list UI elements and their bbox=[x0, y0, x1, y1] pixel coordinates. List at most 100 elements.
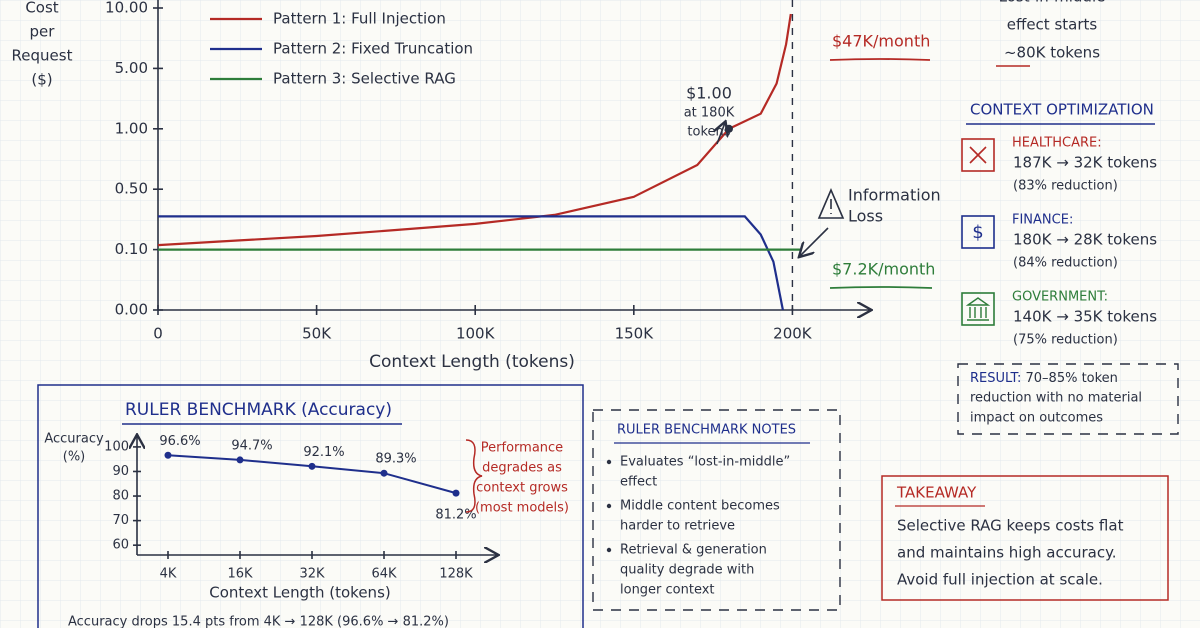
note: context grows bbox=[476, 481, 568, 496]
y-axis-label: per bbox=[30, 23, 56, 41]
item-name: GOVERNMENT: bbox=[1012, 290, 1108, 305]
info-loss-arrow bbox=[800, 227, 829, 256]
y-tick-label: 0.00 bbox=[115, 301, 148, 319]
takeaway-text: Avoid full injection at scale. bbox=[897, 571, 1103, 589]
annotation-underline bbox=[829, 58, 931, 61]
result-line: impact on outcomes bbox=[970, 411, 1103, 426]
highlight-label: at 180K bbox=[684, 106, 735, 121]
y-axis-label: Request bbox=[12, 47, 73, 65]
point bbox=[308, 462, 316, 470]
notes-text: Evaluates “lost-in-middle” bbox=[620, 455, 790, 470]
point bbox=[164, 451, 172, 459]
takeaway-title: TAKEAWAY bbox=[896, 484, 977, 502]
x-axis-label: Context Length (tokens) bbox=[369, 352, 575, 372]
notes-box bbox=[592, 409, 841, 611]
result-text: 70–85% token bbox=[1026, 371, 1118, 386]
item-name: FINANCE: bbox=[1012, 213, 1073, 228]
note: degrades as bbox=[482, 461, 562, 476]
value-label: 89.3% bbox=[375, 452, 416, 467]
lost-in-middle: effect starts bbox=[1007, 16, 1098, 34]
result-line: reduction with no material bbox=[970, 391, 1142, 406]
x-tick-label: 128K bbox=[439, 567, 473, 582]
point bbox=[380, 469, 388, 477]
y-axis-label: Cost bbox=[25, 0, 58, 17]
series-line bbox=[157, 13, 792, 247]
panel-border bbox=[37, 384, 584, 628]
brace bbox=[465, 439, 483, 513]
y-tick-label: 0.10 bbox=[115, 240, 148, 258]
item-reduction: (84% reduction) bbox=[1013, 256, 1118, 271]
value-label: 92.1% bbox=[303, 445, 344, 460]
y-axis-label: ($) bbox=[31, 71, 52, 89]
annotation: $7.2K/month bbox=[832, 260, 935, 279]
y-axis-label: (%) bbox=[63, 450, 86, 465]
lost-in-middle: ~80K tokens bbox=[1004, 44, 1100, 62]
highlight-label: $1.00 bbox=[686, 84, 732, 103]
y-tick-label: 10.00 bbox=[105, 0, 148, 17]
item-detail: 187K → 32K tokens bbox=[1013, 154, 1157, 172]
result-box bbox=[957, 363, 1179, 435]
annotation: $47K/month bbox=[832, 32, 930, 51]
icon-box bbox=[961, 138, 995, 172]
x-tick-label: 16K bbox=[227, 567, 253, 582]
value-label: 96.6% bbox=[159, 434, 200, 449]
point bbox=[236, 456, 244, 464]
takeaway-box bbox=[881, 475, 1169, 601]
y-tick-label: 5.00 bbox=[115, 59, 148, 77]
icon-x bbox=[969, 146, 987, 164]
annotation: Loss bbox=[848, 207, 883, 226]
notes-text: harder to retrieve bbox=[620, 519, 735, 534]
item-detail: 180K → 28K tokens bbox=[1013, 231, 1157, 249]
x-tick-label: 4K bbox=[160, 567, 177, 582]
y-axis-label: Accuracy bbox=[44, 432, 104, 447]
y-tick-label: 80 bbox=[112, 489, 129, 504]
bullet bbox=[606, 547, 612, 553]
chart-title: RULER BENCHMARK (Accuracy) bbox=[125, 400, 392, 420]
notes-text: effect bbox=[620, 475, 657, 490]
warning-icon bbox=[817, 187, 845, 219]
notes-text: longer context bbox=[620, 583, 715, 598]
x-tick-label: 150K bbox=[615, 325, 655, 343]
notes-title: RULER BENCHMARK NOTES bbox=[617, 423, 796, 438]
icon-symbol: $ bbox=[972, 222, 983, 243]
y-tick-label: 60 bbox=[112, 538, 129, 553]
y-tick-label: 90 bbox=[112, 464, 129, 479]
item-detail: 140K → 35K tokens bbox=[1013, 308, 1157, 326]
y-tick-label: 0.50 bbox=[115, 180, 148, 198]
icon-box bbox=[961, 292, 995, 326]
note: (most models) bbox=[475, 501, 569, 516]
series-line bbox=[158, 215, 784, 311]
item-name: HEALTHCARE: bbox=[1012, 136, 1102, 151]
icon-building bbox=[965, 297, 991, 321]
notes-text: Retrieval & generation bbox=[620, 543, 767, 558]
legend-label: Pattern 1: Full Injection bbox=[273, 10, 446, 28]
annotation: Information bbox=[848, 186, 941, 205]
x-tick-label: 50K bbox=[302, 325, 332, 343]
lost-in-middle: Lost-in-middle bbox=[999, 0, 1106, 6]
section-title: CONTEXT OPTIMIZATION bbox=[970, 101, 1154, 119]
legend-label: Pattern 2: Fixed Truncation bbox=[273, 40, 473, 58]
bullet bbox=[606, 459, 612, 465]
value-label: 94.7% bbox=[231, 438, 272, 453]
x-tick-label: 32K bbox=[299, 567, 325, 582]
x-tick-label: 64K bbox=[371, 567, 397, 582]
y-tick-label: 1.00 bbox=[115, 119, 148, 137]
note: Performance bbox=[481, 441, 563, 456]
x-axis-label: Context Length (tokens) bbox=[209, 584, 391, 602]
y-tick-label: 70 bbox=[112, 513, 129, 528]
highlight-arrow bbox=[717, 123, 725, 145]
takeaway-text: Selective RAG keeps costs flat bbox=[897, 517, 1124, 535]
x-tick-label: 0 bbox=[153, 325, 163, 343]
footer: Accuracy drops 15.4 pts from 4K → 128K (… bbox=[68, 615, 449, 628]
legend-label: Pattern 3: Selective RAG bbox=[273, 70, 456, 88]
result-line: RESULT: 70–85% token bbox=[970, 371, 1118, 386]
notes-text: Middle content becomes bbox=[620, 499, 780, 514]
icon-box bbox=[961, 215, 995, 249]
x-tick-label: 100K bbox=[456, 325, 496, 343]
takeaway-text: and maintains high accuracy. bbox=[897, 544, 1117, 562]
notes-text: quality degrade with bbox=[620, 563, 754, 578]
annotation-underline bbox=[829, 286, 933, 289]
